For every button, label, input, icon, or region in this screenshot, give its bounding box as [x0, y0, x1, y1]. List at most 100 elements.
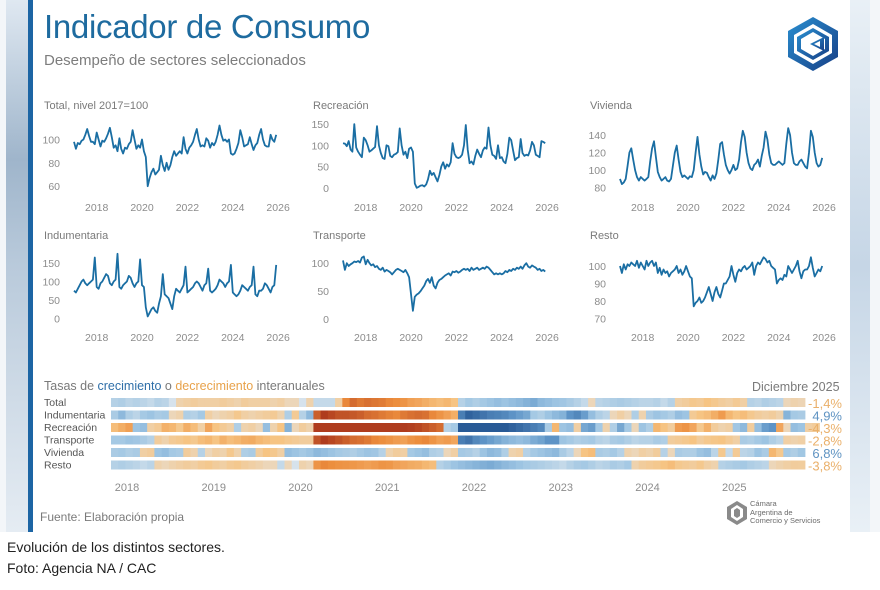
- heatmap-cell: [154, 435, 163, 445]
- heatmap-cell: [450, 435, 459, 445]
- heatmap-cell: [515, 398, 524, 407]
- heatmap-cell: [414, 398, 423, 407]
- y-tick-label: 100: [311, 140, 329, 152]
- heatmap-cell: [364, 398, 372, 407]
- heatmap-cell: [689, 435, 697, 445]
- heatmap-cell: [537, 460, 546, 470]
- heatmap-cell: [400, 460, 408, 470]
- heatmap-cell: [342, 435, 350, 445]
- heatmap-cell: [761, 423, 770, 432]
- x-tick-label: 2020: [399, 202, 423, 214]
- x-tick-label: 2022: [445, 202, 469, 214]
- y-tick-label: 150: [42, 258, 60, 270]
- heatmap-cell: [219, 435, 228, 445]
- heatmap-cell: [761, 410, 770, 420]
- heatmap-cell: [682, 435, 690, 445]
- heatmap-cell: [183, 448, 191, 457]
- heatmap-cell: [472, 448, 481, 457]
- heatmap-cell: [262, 410, 271, 420]
- heatmap-cell: [638, 398, 647, 407]
- line-panel: 0 50 100 2018 2020 2022 2024 2026: [311, 255, 559, 344]
- heatmap-cell: [204, 423, 213, 432]
- heatmap-cell: [458, 423, 466, 432]
- series-line: [342, 255, 546, 312]
- heatmap-cell: [790, 435, 799, 445]
- x-tick-label: 2026: [535, 332, 559, 344]
- heatmap-cell: [588, 398, 596, 407]
- heatmap-cell: [725, 435, 734, 445]
- heatmap-cell: [183, 460, 191, 470]
- heatmap-cell: [414, 410, 423, 420]
- heatmap-cell: [783, 460, 791, 470]
- heatmap-cell: [241, 398, 249, 407]
- heatmap-cell: [573, 435, 582, 445]
- heatmap-cell: [392, 398, 401, 407]
- heatmap-cell: [255, 398, 264, 407]
- heatmap-cell: [595, 448, 603, 457]
- heatmap-cell: [233, 460, 242, 470]
- heatmap-cell: [291, 398, 300, 407]
- heatmap-cell: [118, 448, 126, 457]
- heatmap-cell: [718, 448, 726, 457]
- heatmap-cell: [392, 448, 401, 457]
- heatmap-cell: [602, 460, 611, 470]
- heatmap-cell: [732, 398, 741, 407]
- heatmap-cell: [371, 448, 379, 457]
- heatmap-cell: [631, 448, 640, 457]
- heatmap-cell: [226, 448, 235, 457]
- heatmap-cell: [754, 460, 763, 470]
- heatmap-cell: [609, 460, 618, 470]
- heatmap-cell: [580, 435, 589, 445]
- heatmap-cell: [711, 398, 719, 407]
- heatmap-cell: [580, 423, 589, 432]
- heatmap-cell: [544, 460, 553, 470]
- heatmap-cell: [226, 398, 235, 407]
- heatmap-cell: [653, 435, 661, 445]
- heatmap-cell: [364, 448, 372, 457]
- heatmap-cell: [617, 423, 625, 432]
- heatmap-cell: [421, 398, 430, 407]
- heatmap-cell: [139, 423, 148, 432]
- heatmap-cell: [306, 423, 314, 432]
- heatmap-cell: [241, 460, 249, 470]
- y-tick-label: 0: [323, 183, 329, 195]
- heatmap-cell: [212, 460, 220, 470]
- heatmap-cell: [436, 435, 444, 445]
- y-tick-label: 100: [588, 261, 606, 273]
- heatmap-cell: [602, 423, 611, 432]
- heatmap-cell: [436, 410, 444, 420]
- heatmap-cell: [371, 423, 379, 432]
- heatmap-last-value: 4,9%: [812, 409, 842, 424]
- heatmap-x-tick: 2022: [462, 482, 486, 494]
- heatmap-cell: [638, 410, 647, 420]
- heatmap-cell: [674, 410, 683, 420]
- heatmap-cell: [515, 435, 524, 445]
- heatmap-cell: [313, 423, 322, 432]
- heatmap-cell: [559, 435, 567, 445]
- heatmap-cell: [262, 435, 271, 445]
- heatmap-cell: [703, 435, 712, 445]
- series-line: [619, 256, 824, 308]
- heatmap-cell: [725, 423, 734, 432]
- heatmap-cell: [486, 460, 495, 470]
- heatmap-cell: [248, 423, 256, 432]
- heatmap-cell: [711, 423, 719, 432]
- heatmap-cell: [566, 423, 575, 432]
- panel-title-indumentaria: Indumentaria: [44, 230, 109, 242]
- line-charts: 60 80 100 2018 2020 2022 2024 2026 0 50 100 150 2018…: [42, 119, 835, 344]
- x-tick-label: 2020: [676, 332, 700, 344]
- heatmap-cell: [132, 398, 141, 407]
- heatmap-cell: [190, 410, 199, 420]
- x-tick-label: 2018: [631, 202, 655, 214]
- heatmap-cell: [566, 398, 575, 407]
- heatmap-x-tick: 2019: [202, 482, 226, 494]
- heatmap-cell: [429, 435, 437, 445]
- heatmap-cell: [747, 435, 755, 445]
- heatmap-cell: [458, 448, 466, 457]
- heatmap-cell: [465, 435, 473, 445]
- heatmap-cell: [573, 398, 582, 407]
- heatmap-cell: [739, 435, 748, 445]
- heatmap-cell: [161, 435, 170, 445]
- heatmap-cell: [291, 448, 300, 457]
- heatmap-cell: [797, 398, 806, 407]
